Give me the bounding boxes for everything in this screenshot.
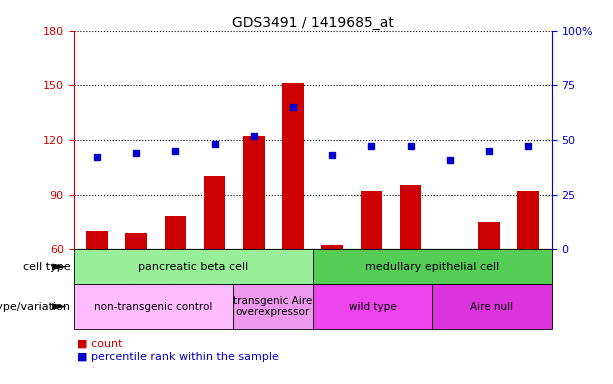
Text: transgenic Aire
overexpressor: transgenic Aire overexpressor [233,296,313,317]
Polygon shape [52,263,67,270]
Title: GDS3491 / 1419685_at: GDS3491 / 1419685_at [232,16,394,30]
Bar [321,245,343,249]
Bar [126,233,147,249]
Bar [243,136,265,249]
Bar [282,83,304,249]
Text: Aire null: Aire null [470,301,514,311]
Bar [313,285,432,329]
Bar [165,216,186,249]
Bar [432,285,552,329]
Bar [313,249,552,285]
Text: ■ count: ■ count [77,339,122,349]
Bar [74,249,313,285]
Bar [204,176,226,249]
Text: medullary epithelial cell: medullary epithelial cell [365,262,500,272]
Bar [233,285,313,329]
Bar [360,191,382,249]
Bar [478,222,500,249]
Bar [517,191,539,249]
Text: ■ percentile rank within the sample: ■ percentile rank within the sample [77,353,278,362]
Bar [86,231,108,249]
Polygon shape [52,303,67,310]
Text: pancreatic beta cell: pancreatic beta cell [138,262,248,272]
Text: non-transgenic control: non-transgenic control [94,301,213,311]
Bar [400,185,421,249]
Text: wild type: wild type [349,301,396,311]
Text: cell type: cell type [23,262,70,272]
Bar [74,285,233,329]
Text: genotype/variation: genotype/variation [0,301,70,311]
